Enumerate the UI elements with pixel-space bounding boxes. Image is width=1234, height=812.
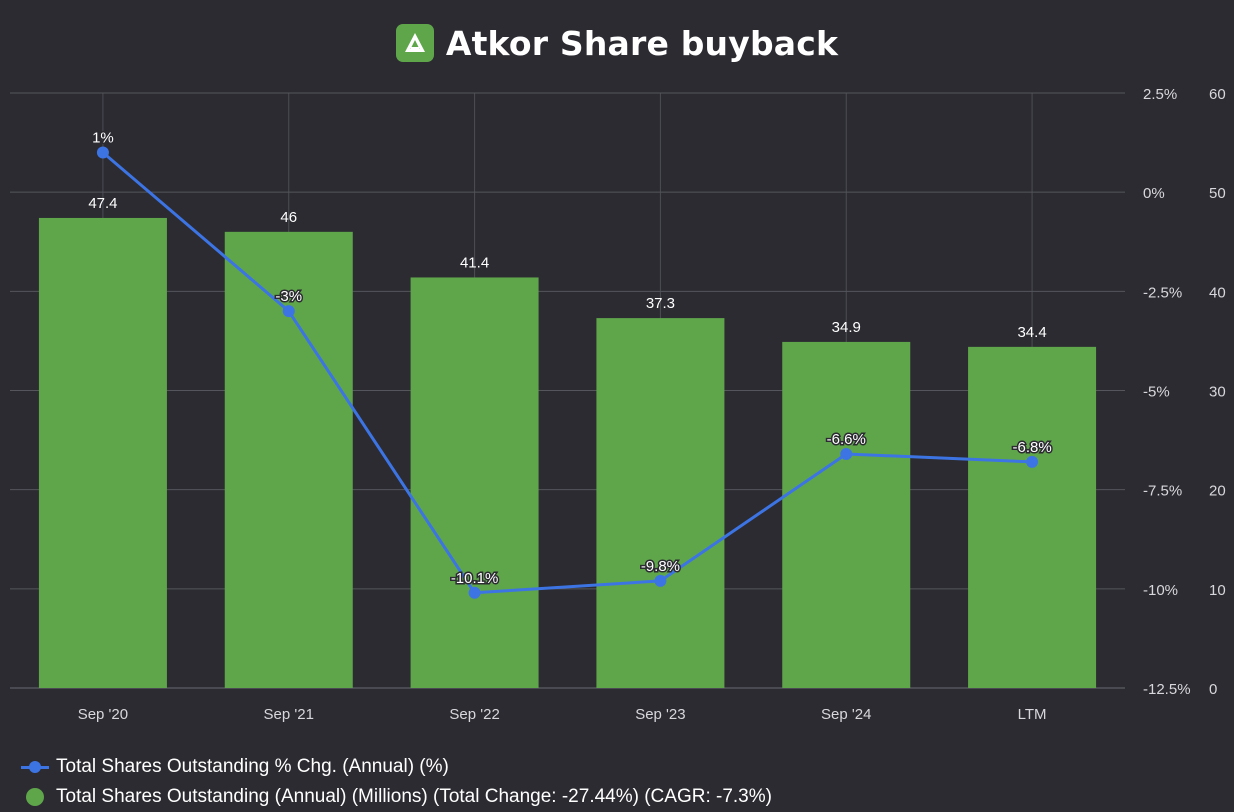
- chart-title: Atkor Share buyback: [445, 23, 839, 63]
- y-tick-label-value: 0: [1209, 681, 1217, 698]
- bar: [38, 217, 167, 688]
- chart-title-row: Atkor Share buyback: [0, 18, 1234, 68]
- bar-value-label: 47.4: [88, 195, 117, 212]
- bar: [782, 341, 911, 688]
- y-tick-label-value: 30: [1209, 384, 1226, 401]
- x-tick-label: Sep '20: [78, 706, 128, 723]
- legend-item-line[interactable]: Total Shares Outstanding % Chg. (Annual)…: [20, 752, 772, 782]
- bar-series-swatch-icon: [20, 787, 50, 807]
- line-value-label: -3%: [275, 288, 302, 305]
- line-point: [468, 586, 481, 599]
- bar-value-label: 37.3: [646, 295, 675, 312]
- chart-canvas: 2.5% 60 0% 50 -2.5% 40 -5% 30 -7.5% 20 -10% 10 -12.5…: [10, 86, 1226, 723]
- bar-value-label: 46: [280, 209, 297, 226]
- line-value-label: 1%: [92, 130, 114, 147]
- bar: [596, 318, 725, 688]
- logo-icon: [395, 24, 434, 62]
- x-tick-label: Sep '23: [635, 706, 685, 723]
- x-tick-label: LTM: [1018, 706, 1047, 723]
- x-tick-label: Sep '22: [449, 706, 499, 723]
- line-value-label: -10.1%: [451, 570, 499, 587]
- bar-value-label: 41.4: [460, 254, 489, 271]
- line-point: [282, 305, 295, 318]
- y-tick-label-pct: -12.5%: [1143, 681, 1191, 698]
- y-tick-label-value: 40: [1209, 284, 1226, 301]
- bar: [410, 277, 539, 688]
- y-tick-label-pct: 0%: [1143, 185, 1165, 202]
- x-tick-label: Sep '21: [264, 706, 314, 723]
- bar-value-label: 34.9: [832, 319, 861, 336]
- y-tick-label-pct: -7.5%: [1143, 483, 1182, 500]
- line-value-label: -9.8%: [641, 558, 680, 575]
- line-point: [840, 447, 853, 460]
- bar: [968, 346, 1097, 688]
- line-series-swatch-icon: [20, 757, 50, 777]
- y-tick-label-value: 60: [1209, 86, 1226, 103]
- line-point: [96, 146, 109, 159]
- line-point: [1026, 455, 1039, 468]
- legend-item-bar[interactable]: Total Shares Outstanding (Annual) (Milli…: [20, 782, 772, 812]
- y-tick-label-pct: -5%: [1143, 384, 1170, 401]
- y-tick-label-value: 20: [1209, 483, 1226, 500]
- legend-label-line: Total Shares Outstanding % Chg. (Annual)…: [56, 756, 449, 777]
- y-tick-label-value: 10: [1209, 582, 1226, 599]
- line-series-path: [101, 151, 1033, 595]
- line-point: [654, 574, 667, 587]
- y-tick-label-value: 50: [1209, 185, 1226, 202]
- y-tick-label-pct: -10%: [1143, 582, 1178, 599]
- chart-legend: Total Shares Outstanding % Chg. (Annual)…: [20, 752, 772, 812]
- line-value-label: -6.8%: [1012, 439, 1051, 456]
- bar-value-label: 34.4: [1017, 324, 1046, 341]
- x-tick-label: Sep '24: [821, 706, 871, 723]
- y-tick-label-pct: 2.5%: [1143, 86, 1177, 103]
- y-tick-label-pct: -2.5%: [1143, 284, 1182, 301]
- line-value-label: -6.6%: [827, 431, 866, 448]
- legend-label-bar: Total Shares Outstanding (Annual) (Milli…: [56, 786, 772, 807]
